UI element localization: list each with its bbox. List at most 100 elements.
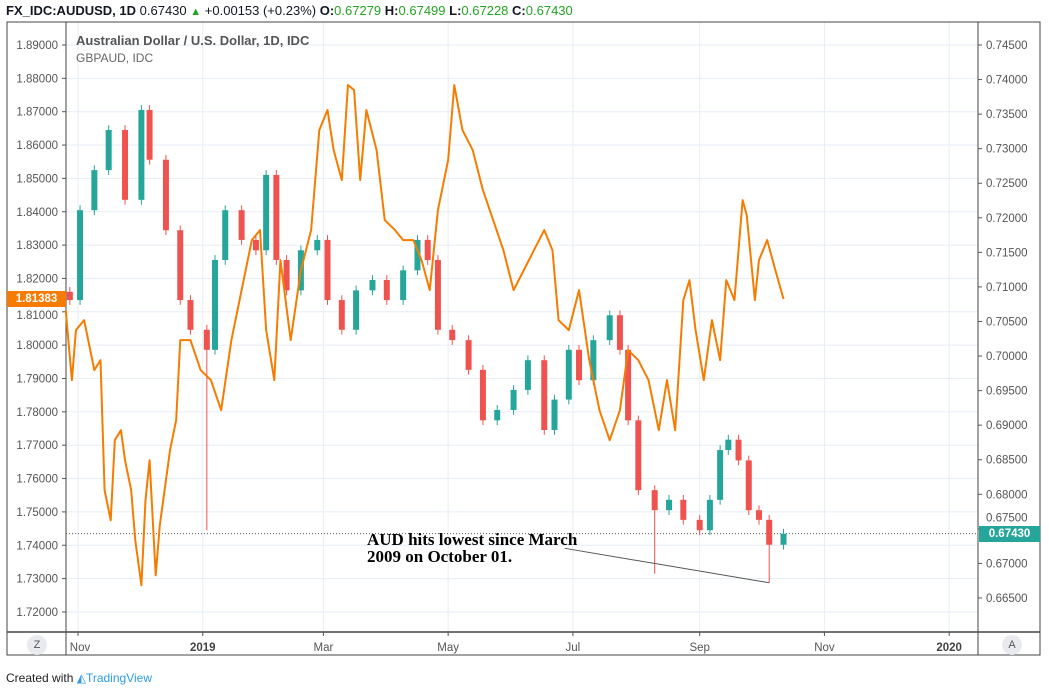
footer: Created with ◭TradingView xyxy=(6,671,152,685)
grid xyxy=(66,22,978,632)
gbpaud-price-badge: 1.81383 xyxy=(7,291,66,308)
left-tick-label: 1.86000 xyxy=(16,140,58,152)
candle-body xyxy=(755,510,762,520)
left-tick-label: 1.87000 xyxy=(16,107,58,119)
left-tick-label: 1.75000 xyxy=(16,507,58,519)
chart-frame xyxy=(6,21,1041,656)
left-tick-label: 1.88000 xyxy=(16,73,58,85)
candle-body xyxy=(565,349,572,400)
high-label: H: xyxy=(384,3,399,18)
candle-body xyxy=(122,130,129,200)
candle-body xyxy=(138,109,145,200)
left-tick-label: 1.80000 xyxy=(16,340,58,352)
candle-body xyxy=(590,340,597,381)
right-tick-label: 0.74000 xyxy=(986,75,1028,87)
left-tick-label: 1.78000 xyxy=(16,407,58,419)
right-tick-label: 0.68500 xyxy=(986,455,1028,467)
candle-body xyxy=(576,349,583,381)
time-axis: Nov 2019 Mar May Jul Sep Nov 2020 xyxy=(70,632,962,654)
open-label: O: xyxy=(319,3,335,18)
candle-body xyxy=(606,315,613,341)
candle-body xyxy=(263,174,270,251)
right-tick-label: 0.73000 xyxy=(986,144,1028,156)
zoom-reset-button[interactable]: Z xyxy=(27,635,47,655)
right-tick-label: 0.70500 xyxy=(986,316,1028,328)
right-tick-label: 0.71500 xyxy=(986,247,1028,259)
candle-body xyxy=(766,519,773,545)
left-tick-label: 1.89000 xyxy=(16,40,58,52)
candle-body xyxy=(494,409,501,421)
trendline xyxy=(564,547,770,584)
right-tick-label: 0.69000 xyxy=(986,420,1028,432)
candle-body xyxy=(283,259,290,291)
candle-body xyxy=(616,315,623,350)
candle-body xyxy=(635,420,642,491)
left-tick-label: 1.82000 xyxy=(16,273,58,285)
left-tick-label: 1.81000 xyxy=(16,310,58,322)
candle-body xyxy=(400,270,407,301)
candle-body xyxy=(383,280,390,301)
candle-body xyxy=(510,389,517,410)
gbpaud-line xyxy=(64,84,785,587)
right-tick-label: 0.72500 xyxy=(986,178,1028,190)
right-tick-label: 0.66500 xyxy=(986,593,1028,605)
candle-body xyxy=(666,499,673,511)
chart-border xyxy=(6,21,1041,656)
low-label: L: xyxy=(449,3,462,18)
candle-body xyxy=(541,360,548,430)
left-tick-label: 1.72000 xyxy=(16,607,58,619)
left-tick-label: 1.83000 xyxy=(16,240,58,252)
time-tick-label: 2019 xyxy=(190,642,216,654)
right-tick-label: 0.68000 xyxy=(986,489,1028,501)
candle-body xyxy=(203,329,210,350)
candle-body xyxy=(273,174,280,260)
candle-body xyxy=(434,259,441,330)
price-change: +0.00153 (+0.23%) xyxy=(204,3,317,18)
candle-body xyxy=(324,239,331,301)
time-tick-label: Sep xyxy=(689,642,709,654)
left-tick-label: 1.77000 xyxy=(16,440,58,452)
left-tick-label: 1.79000 xyxy=(16,374,58,386)
tradingview-link[interactable]: TradingView xyxy=(85,671,152,685)
right-tick-label: 0.73500 xyxy=(986,109,1028,121)
left-tick-label: 1.76000 xyxy=(16,474,58,486)
chart-legend: Australian Dollar / U.S. Dollar, 1D, IDC… xyxy=(76,33,309,65)
left-tick-label: 1.84000 xyxy=(16,207,58,219)
candle-body xyxy=(414,239,421,271)
left-tick-label: 1.85000 xyxy=(16,173,58,185)
right-tick-label: 0.71000 xyxy=(986,282,1028,294)
candle-body xyxy=(238,210,245,240)
overlay-series-title: GBPAUD, IDC xyxy=(76,51,154,65)
time-tick-label: Nov xyxy=(814,642,835,654)
candle-body xyxy=(725,439,732,451)
last-price: 0.67430 xyxy=(139,3,187,18)
candle-body xyxy=(146,109,153,160)
annotation-text[interactable]: AUD hits lowest since March 2009 on Octo… xyxy=(367,531,577,565)
candle-body xyxy=(222,210,229,260)
candle-body xyxy=(651,490,658,511)
auto-scale-button[interactable]: A xyxy=(1002,635,1022,655)
candle-body xyxy=(780,533,787,545)
left-axis: 1.89000 1.88000 1.87000 1.86000 1.85000 1.840… xyxy=(16,40,66,619)
candle-body xyxy=(212,259,219,350)
candle-body xyxy=(551,399,558,430)
candle-body xyxy=(680,499,687,520)
time-tick-label: Mar xyxy=(313,642,333,654)
audusd-price-badge: 0.67430 xyxy=(979,525,1040,542)
candle-body xyxy=(717,450,724,500)
candle-body xyxy=(314,239,321,251)
candle-body xyxy=(66,291,73,301)
right-axis: 0.74500 0.74000 0.73500 0.73000 0.72500 0.720… xyxy=(978,40,1028,605)
candle-body xyxy=(524,360,531,390)
symbol-header: FX_IDC:AUDUSD, 1D 0.67430 ▲ +0.00153 (+0… xyxy=(6,3,573,18)
main-series-title: Australian Dollar / U.S. Dollar, 1D, IDC xyxy=(76,33,310,48)
candle-body xyxy=(706,499,713,531)
left-tick-label: 1.74000 xyxy=(16,540,58,552)
open-value: 0.67279 xyxy=(334,3,382,18)
up-triangle-icon: ▲ xyxy=(190,6,202,18)
annotation-line-2: 2009 on October 01. xyxy=(367,547,513,566)
time-tick-label: 2020 xyxy=(936,642,962,654)
close-value: 0.67430 xyxy=(525,3,573,18)
